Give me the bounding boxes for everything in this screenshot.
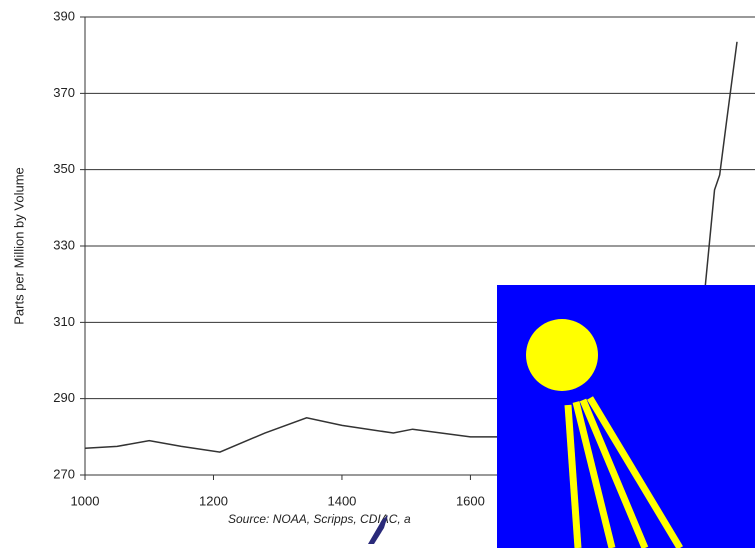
y-tick-label: 310: [53, 314, 75, 329]
ray: [586, 396, 684, 548]
ray: [572, 401, 616, 548]
plot: 270 290 310 330 350 370 390 1000 1200 1400 1600: [53, 8, 755, 508]
data-line: [84, 41, 738, 453]
brush-stroke: [368, 515, 388, 544]
x-tick-label: 1200: [199, 493, 228, 508]
x-tick-label: 1600: [456, 493, 485, 508]
overlay-panel: [497, 285, 755, 548]
source-note: Source: NOAA, Scripps, CDIAC, a: [228, 512, 411, 526]
ray: [564, 404, 582, 548]
y-tick-label: 390: [53, 8, 75, 23]
y-axis-label: Parts per Million by Volume: [11, 167, 26, 325]
y-tick-label: 350: [53, 161, 75, 176]
y-tick-label: 290: [53, 390, 75, 405]
x-tick-label: 1000: [71, 493, 100, 508]
y-tick-label: 270: [53, 466, 75, 481]
x-tick-label: 1400: [327, 493, 356, 508]
y-tick-label: 370: [53, 85, 75, 100]
sun-rays: [564, 396, 684, 548]
ray: [579, 398, 649, 548]
y-tick-label: 330: [53, 237, 75, 252]
sun: [526, 319, 598, 391]
